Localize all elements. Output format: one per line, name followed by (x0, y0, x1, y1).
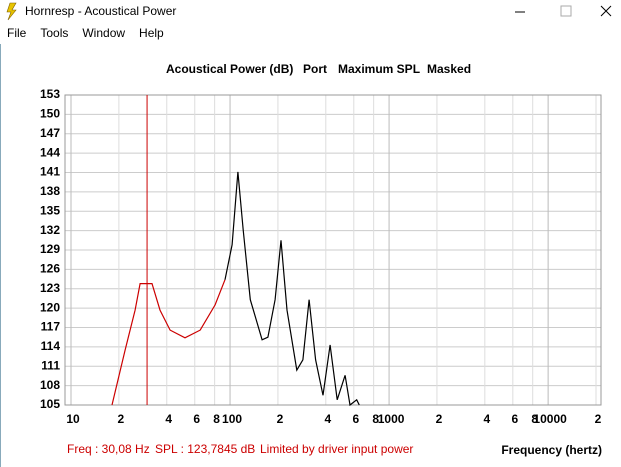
y-tick-label: 150 (40, 107, 60, 121)
title-bar: Hornresp - Acoustical Power (0, 0, 621, 22)
x-tick-label: 8 (531, 412, 538, 426)
x-tick-label: 4 (483, 412, 490, 426)
y-tick-label: 108 (40, 378, 60, 392)
status-note: Limited by driver input power (260, 442, 413, 456)
x-tick-label: 8 (372, 412, 379, 426)
y-tick-label: 123 (40, 281, 60, 295)
y-tick-label: 117 (41, 320, 61, 334)
chart-title: Port (303, 62, 327, 76)
x-tick-label: 6 (352, 412, 359, 426)
maximize-button[interactable] (560, 5, 572, 17)
y-tick-label: 105 (40, 397, 60, 411)
title-bar-graphics: Hornresp - Acoustical Power (6, 2, 612, 21)
x-tick-label: 8 (213, 412, 220, 426)
window-title: Hornresp - Acoustical Power (25, 4, 176, 18)
x-tick-label: 100 (222, 412, 242, 426)
chart: Acoustical Power (dB) Port Maximum SPL M… (0, 44, 602, 467)
x-tick-label: 4 (324, 412, 331, 426)
series-line (111, 279, 226, 406)
y-tick-label: 141 (40, 165, 60, 179)
x-tick-label: 4 (165, 412, 172, 426)
y-tick-label: 147 (40, 126, 60, 140)
y-tick-label: 138 (40, 184, 60, 198)
x-tick-label: 10 (66, 412, 80, 426)
chart-title: Maximum SPL (338, 62, 420, 76)
menu-item[interactable]: File (7, 26, 27, 40)
x-tick-label: 2 (277, 412, 284, 426)
y-tick-label: 111 (41, 358, 60, 372)
y-tick-label: 132 (40, 223, 60, 237)
status-freq: Freq : 30,08 Hz (67, 442, 150, 456)
x-tick-label: 6 (193, 412, 200, 426)
chart-title: Masked (427, 62, 471, 76)
y-tick-label: 126 (40, 262, 60, 276)
app-icon (6, 2, 17, 21)
y-tick-label: 114 (41, 339, 61, 353)
x-tick-label: 2 (595, 412, 602, 426)
y-tick-label: 144 (40, 145, 60, 159)
menu-item[interactable]: Help (139, 26, 164, 40)
x-tick-label: 1000 (378, 412, 405, 426)
y-tick-label: 153 (40, 87, 60, 101)
close-button[interactable] (600, 5, 612, 17)
y-tick-label: 135 (40, 203, 60, 217)
x-tick-label: 10000 (533, 412, 567, 426)
x-tick-label: 6 (511, 412, 518, 426)
menu-item[interactable]: Tools (40, 26, 69, 40)
status-spl: SPL : 123,7845 dB (155, 442, 255, 456)
x-tick-label: 2 (436, 412, 443, 426)
chart-title: Acoustical Power (dB) (166, 62, 293, 76)
y-tick-label: 129 (40, 242, 60, 256)
x-axis-label: Frequency (hertz) (501, 443, 602, 457)
series-line (224, 171, 360, 407)
x-tick-label: 2 (118, 412, 125, 426)
y-tick-label: 120 (40, 300, 60, 314)
menu-bar: File Tools Window Help (0, 22, 621, 44)
menu-item[interactable]: Window (82, 26, 126, 40)
plot-frame (64, 94, 602, 406)
